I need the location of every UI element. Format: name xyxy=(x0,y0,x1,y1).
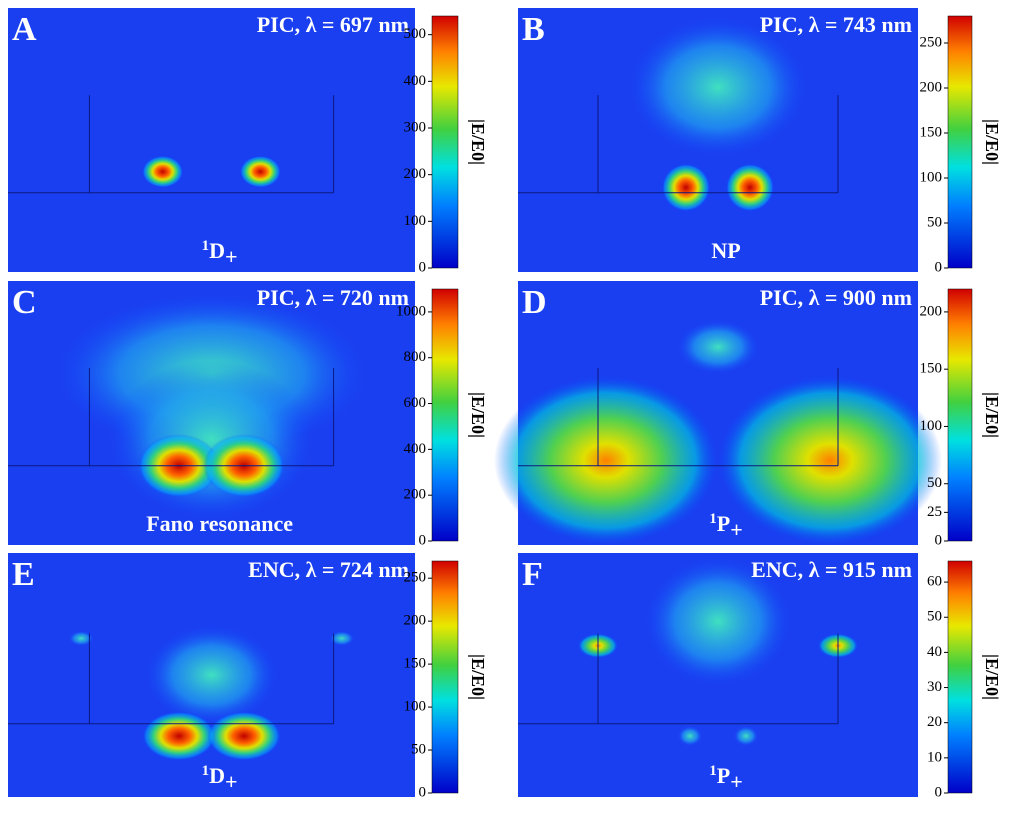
colorbar-tick-label: 0 xyxy=(419,532,427,548)
colorbar xyxy=(432,16,458,268)
colorbar-tick-label: 1000 xyxy=(396,303,426,319)
mode-main: D xyxy=(209,763,225,788)
colorbar-tick-label: 400 xyxy=(404,441,427,457)
colorbar-tick-label: 250 xyxy=(920,34,943,50)
colorbar-tick-label: 0 xyxy=(935,259,943,275)
mode-sup: 1 xyxy=(709,763,717,779)
field-hotspot xyxy=(662,164,710,212)
panel-letter: A xyxy=(12,11,37,48)
panel-title: PIC, λ = 720 nm xyxy=(257,285,409,310)
field-hotspot xyxy=(630,19,806,156)
field-map xyxy=(8,8,415,272)
colorbar-label: |E/E0| xyxy=(982,654,1002,700)
colorbar xyxy=(432,289,458,541)
panel-letter: F xyxy=(522,556,543,593)
colorbar-tick-label: 200 xyxy=(404,487,427,503)
colorbar-tick-label: 300 xyxy=(404,119,427,135)
panel-letter: E xyxy=(12,556,35,593)
colorbar-tick-label: 50 xyxy=(927,609,942,625)
colorbar-tick-label: 20 xyxy=(927,714,942,730)
field-hotspot xyxy=(718,376,942,545)
colorbar-tick-label: 200 xyxy=(920,303,943,319)
field-hotspot xyxy=(142,156,183,188)
panel: E ENC, λ = 724 nm 1D+0 50 100 150 200 250 |E/E0| xyxy=(8,553,488,800)
colorbar-tick-label: 100 xyxy=(404,699,427,715)
field-hotspot xyxy=(678,726,702,746)
colorbar-tick-label: 100 xyxy=(404,213,427,229)
panel: C PIC, λ = 720 nm Fano resonance 0 200 400 600… xyxy=(8,281,488,548)
colorbar-tick-label: 25 xyxy=(927,504,942,520)
field-hotspot xyxy=(207,712,280,761)
colorbar-tick-label: 150 xyxy=(920,361,943,377)
colorbar-label: |E/E0| xyxy=(982,392,1002,438)
colorbar-tick-label: 0 xyxy=(419,259,427,275)
colorbar-tick-label: 30 xyxy=(927,679,942,695)
colorbar-tick-label: 60 xyxy=(927,574,942,590)
colorbar xyxy=(948,561,972,793)
panel-letter: B xyxy=(522,11,545,48)
mode-main: P xyxy=(717,511,730,536)
colorbar-tick-label: 50 xyxy=(927,214,942,230)
panel-letter: D xyxy=(522,284,547,321)
panel-title: PIC, λ = 743 nm xyxy=(760,12,912,37)
field-hotspot xyxy=(494,376,718,545)
colorbar-tick-label: 0 xyxy=(935,784,943,800)
colorbar-tick-label: 200 xyxy=(920,79,943,95)
colorbar-tick-label: 600 xyxy=(404,395,427,411)
mode-sub: + xyxy=(225,244,238,269)
colorbar-tick-label: 800 xyxy=(404,349,427,365)
mode-sub: + xyxy=(730,769,743,794)
figure: APIC, λ = 697 nm1D+0100200300400500|E/E0… xyxy=(0,0,1029,823)
mode-main: P xyxy=(717,763,730,788)
mode-sup: 1 xyxy=(202,238,210,254)
colorbar-tick-label: 50 xyxy=(927,475,942,491)
panel-letter: C xyxy=(12,284,37,321)
colorbar-label: |E/E0| xyxy=(468,119,488,165)
colorbar-label: |E/E0| xyxy=(982,119,1002,165)
mode-sup: 1 xyxy=(709,511,717,527)
colorbar-tick-label: 50 xyxy=(411,741,426,757)
colorbar-tick-label: 150 xyxy=(404,656,427,672)
panel: D PIC, λ = 900 nm 1P+0 25 50 100 150 200 |E/E0| xyxy=(494,281,1002,548)
colorbar-tick-label: 200 xyxy=(404,166,427,182)
colorbar-tick-label: 100 xyxy=(920,169,943,185)
mode-main: NP xyxy=(711,238,740,263)
colorbar-tick-label: 0 xyxy=(935,532,943,548)
colorbar-tick-label: 500 xyxy=(404,26,427,42)
mode-label: Fano resonance xyxy=(146,511,293,536)
field-hotspot xyxy=(110,360,314,518)
mode-sup: 1 xyxy=(202,763,210,779)
panel-title: PIC, λ = 697 nm xyxy=(257,12,409,37)
colorbar-tick-label: 400 xyxy=(404,73,427,89)
colorbar xyxy=(432,561,458,793)
colorbar-label: |E/E0| xyxy=(468,392,488,438)
panel-title: ENC, λ = 724 nm xyxy=(248,557,409,582)
field-hotspot xyxy=(146,626,276,724)
colorbar-tick-label: 0 xyxy=(419,784,427,800)
mode-main: Fano resonance xyxy=(146,511,293,536)
mode-sub: + xyxy=(730,517,743,542)
panel: B PIC, λ = 743 nm NP 0 50 100 150 200 250 |E/E0| xyxy=(518,8,1002,275)
mode-label: NP xyxy=(711,238,740,263)
panel-title: ENC, λ = 915 nm xyxy=(751,557,912,582)
colorbar-tick-label: 150 xyxy=(920,124,943,140)
colorbar-tick-label: 250 xyxy=(404,570,427,586)
colorbar-label: |E/E0| xyxy=(468,654,488,700)
colorbar-tick-label: 40 xyxy=(927,644,942,660)
mode-main: D xyxy=(209,238,225,263)
colorbar-tick-label: 10 xyxy=(927,749,942,765)
field-hotspot xyxy=(240,156,281,188)
colorbar xyxy=(948,289,972,541)
field-hotspot xyxy=(142,712,215,761)
mode-sub: + xyxy=(225,769,238,794)
colorbar-tick-label: 200 xyxy=(404,613,427,629)
colorbar-tick-label: 100 xyxy=(920,418,943,434)
panel: A PIC, λ = 697 nm 1D+0 100 200 300 400 500 |E/E0… xyxy=(8,8,488,275)
panel: F ENC, λ = 915 nm 1P+0 10 20 30 40 50 60 |E/E0| xyxy=(518,553,1002,800)
field-hotspot xyxy=(726,164,774,212)
colorbar xyxy=(948,16,972,268)
field-hotspot xyxy=(678,321,758,374)
panel-title: PIC, λ = 900 nm xyxy=(760,285,912,310)
field-hotspot xyxy=(734,726,758,746)
